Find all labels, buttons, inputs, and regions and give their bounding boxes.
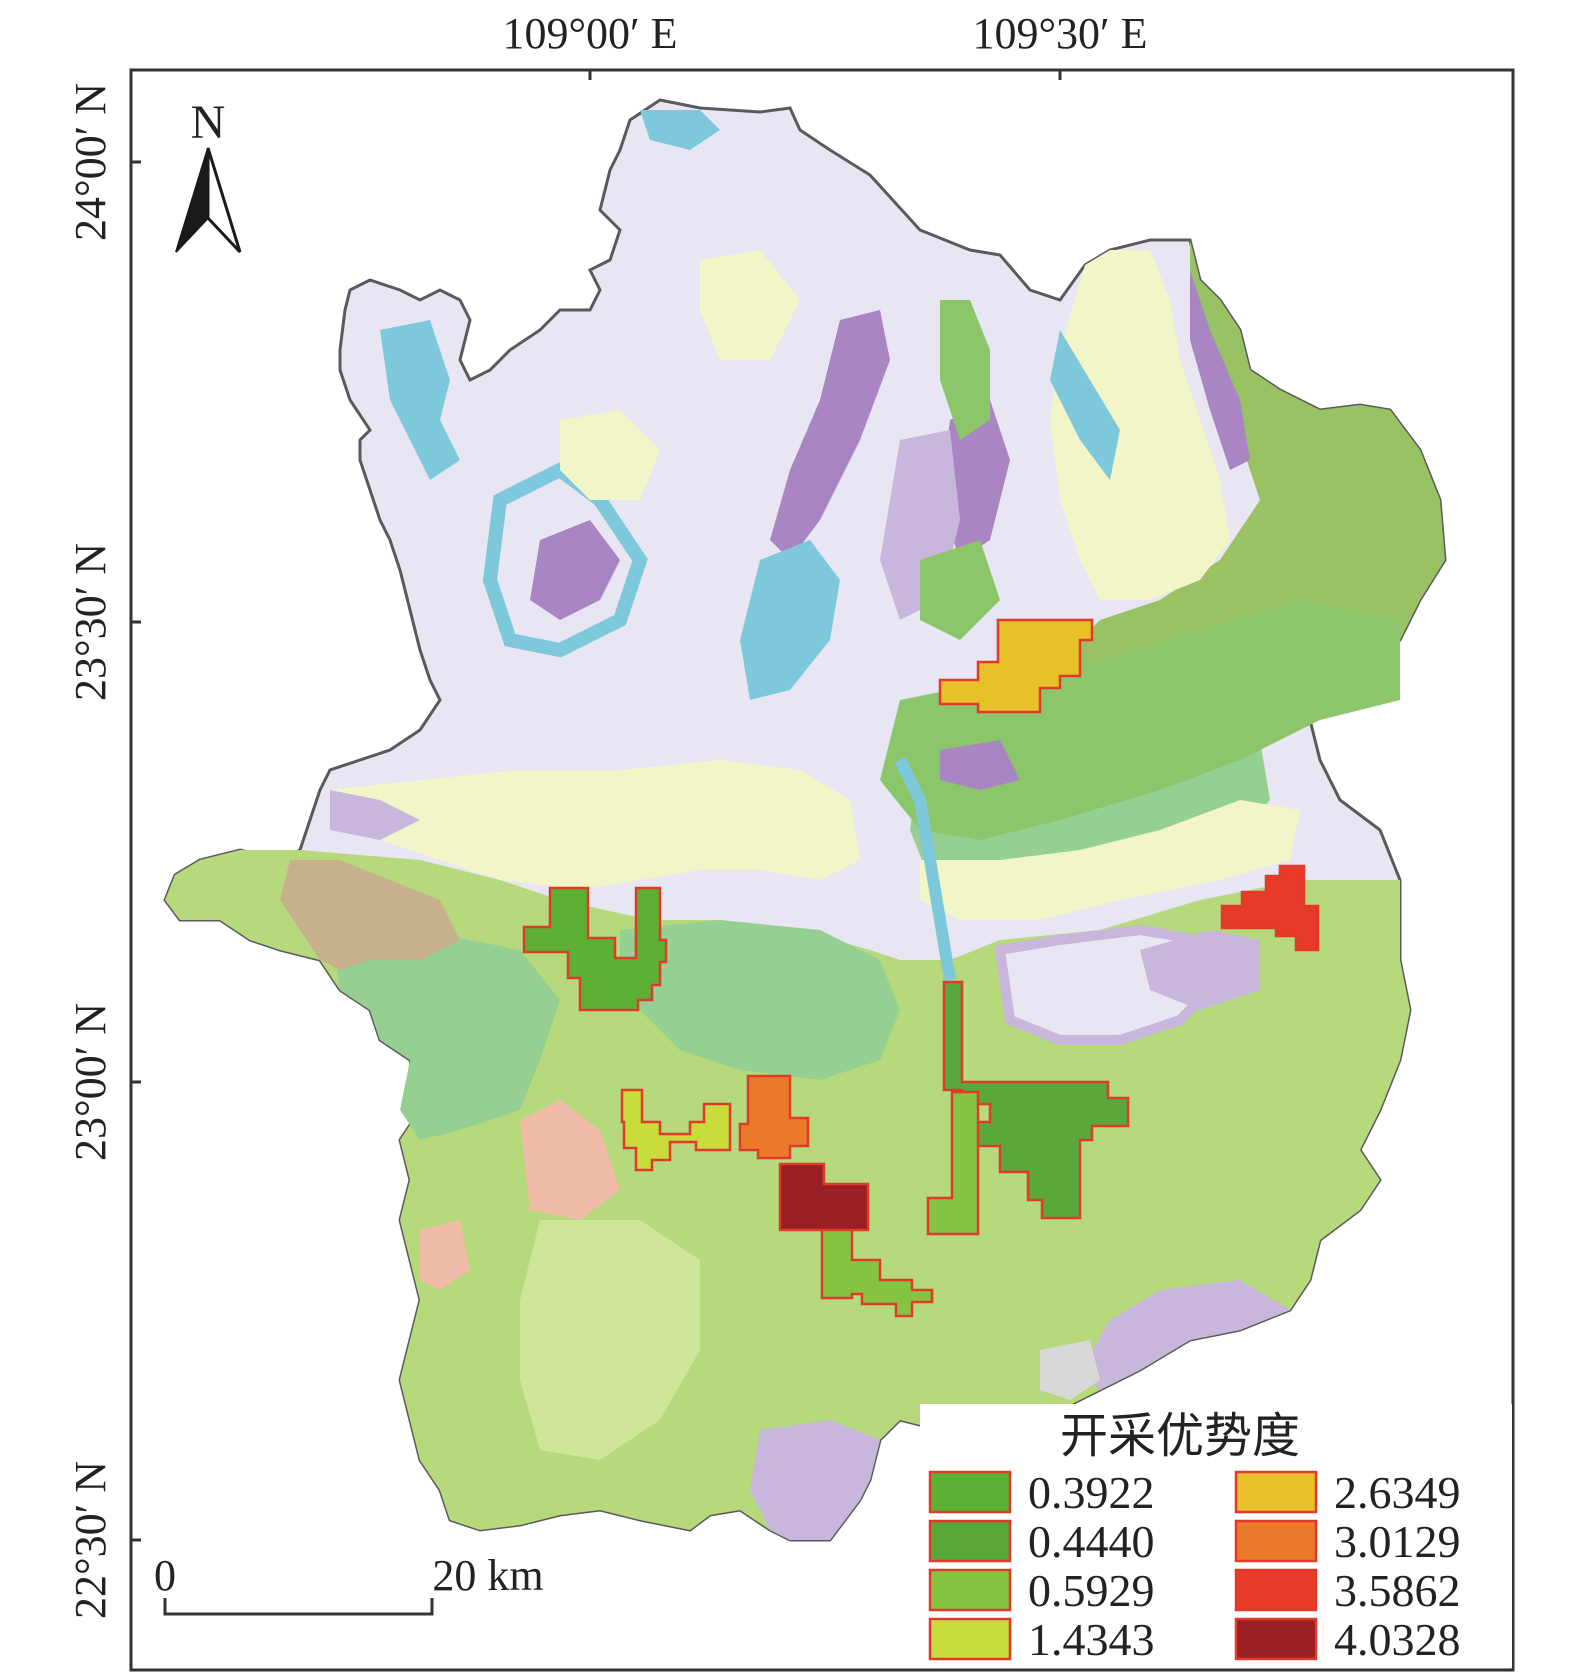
legend-swatch-6 — [1234, 1568, 1318, 1612]
salmon-patch-west — [520, 1100, 620, 1220]
legend-swatch-4 — [1234, 1470, 1318, 1514]
scale-bar-start: 0 — [154, 1551, 176, 1600]
lon-label-109-30: 109°30′ E — [972, 9, 1147, 58]
legend-title: 开采优势度 — [1060, 1408, 1300, 1464]
mining-area-0-4440 — [942, 980, 1130, 1220]
north-arrow: N — [175, 96, 242, 254]
mining-area-4-0328 — [778, 1162, 870, 1232]
mining-area-1-4343 — [620, 1088, 732, 1172]
cyan-band-north — [640, 110, 720, 150]
legend-label-5: 3.0129 — [1334, 1516, 1461, 1567]
legend-label-6: 3.5862 — [1334, 1565, 1461, 1616]
lat-label-22-30: 22°30′ N — [66, 1461, 115, 1619]
mining-area-3-5862 — [1220, 864, 1320, 952]
central-pale-yellow-band — [330, 760, 860, 890]
gray-patch — [1040, 1340, 1100, 1400]
legend-swatch-2 — [928, 1568, 1012, 1612]
mining-areas — [522, 618, 1320, 1318]
green-ridge-north-2 — [920, 540, 1000, 640]
mining-area-0-5929a — [926, 1090, 980, 1236]
lon-label-109-00: 109°00′ E — [502, 9, 677, 58]
north-arrow-icon — [175, 147, 209, 253]
mining-area-0-5929b — [820, 1220, 934, 1318]
legend-label-4: 2.6349 — [1334, 1467, 1461, 1518]
north-arrow-label: N — [191, 96, 226, 149]
purple-ridge-1 — [770, 310, 890, 560]
cyan-band-mid — [740, 540, 840, 700]
southeast-light-purple — [1080, 1280, 1290, 1390]
south-pale-green — [520, 1220, 700, 1460]
tan-area — [280, 860, 460, 970]
legend-background — [920, 1404, 1512, 1668]
cyan-river — [894, 757, 956, 981]
south-light-purple — [750, 1420, 880, 1540]
east-lavender-pocket — [1140, 930, 1260, 1010]
scale-bar-end: 20 km — [432, 1551, 543, 1600]
northeast-olive — [1060, 240, 1445, 720]
mining-area-3-0129 — [738, 1074, 810, 1160]
legend-label-0: 0.3922 — [1028, 1467, 1155, 1518]
cyan-band-west — [380, 320, 460, 480]
cyan-arc-east — [1050, 330, 1120, 480]
map-frame — [129, 68, 1515, 1672]
mining-area-2-6349 — [938, 618, 1094, 714]
legend-swatch-1 — [928, 1519, 1012, 1563]
lat-label-23-30: 23°30′ N — [66, 543, 115, 701]
salmon-patch-south — [420, 1220, 470, 1290]
lat-label-23-00: 23°00′ N — [66, 1003, 115, 1161]
pale-yellow-north — [700, 250, 800, 360]
graticule-ticks — [131, 70, 1062, 1542]
legend-swatch-3 — [928, 1617, 1012, 1661]
legend-label-1: 0.4440 — [1028, 1516, 1155, 1567]
northeast-pale-yellow — [1050, 250, 1230, 600]
central-sea-green — [620, 920, 900, 1080]
legend-swatch-0 — [928, 1470, 1012, 1514]
green-ridge-north-1 — [940, 300, 990, 440]
pale-yellow-north-2 — [560, 410, 660, 500]
lat-label-24-00: 24°00′ N — [66, 83, 115, 241]
legend-label-7: 4.0328 — [1334, 1614, 1461, 1665]
legend-swatch-5 — [1234, 1519, 1318, 1563]
east-pale-yellow-band — [920, 800, 1300, 920]
scale-bar: 0 20 km — [154, 1551, 544, 1616]
purple-ridge-4 — [1190, 270, 1250, 470]
legend-label-3: 1.4343 — [1028, 1614, 1155, 1665]
purple-ridge-7 — [940, 740, 1020, 790]
scale-bar-line — [163, 1598, 434, 1616]
legend-swatch-7 — [1234, 1617, 1318, 1661]
purple-ridge-2 — [530, 520, 620, 620]
mining-area-0-3922 — [522, 886, 668, 1012]
west-sea-green — [330, 920, 560, 1140]
legend-label-2: 0.5929 — [1028, 1565, 1155, 1616]
purple-ridge-5 — [330, 790, 420, 840]
north-arrow-outline — [206, 147, 242, 254]
